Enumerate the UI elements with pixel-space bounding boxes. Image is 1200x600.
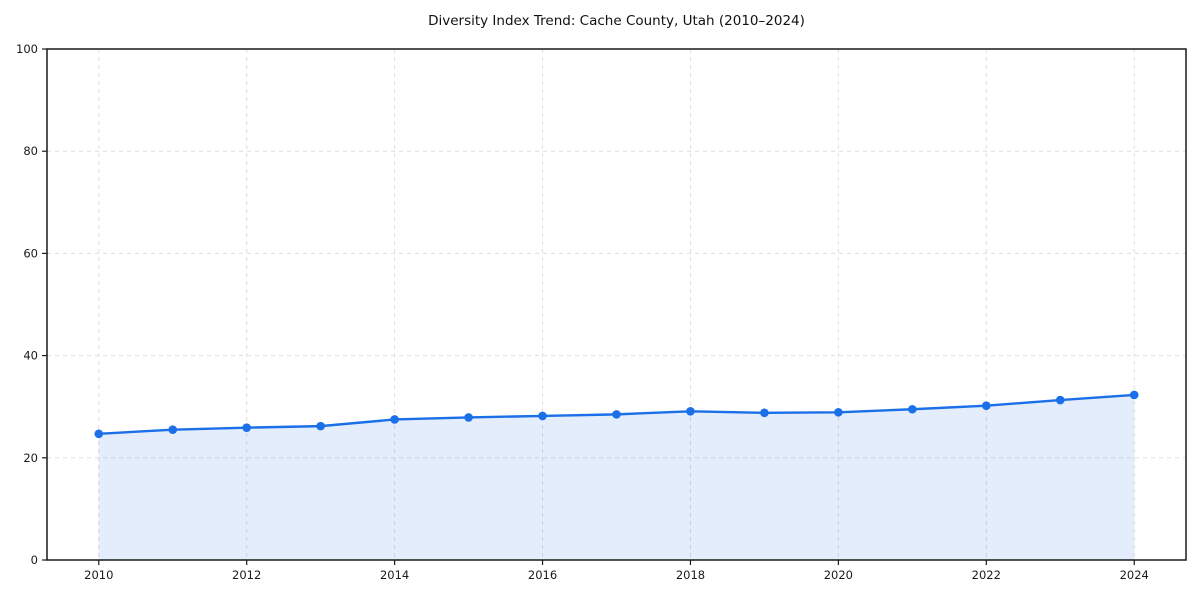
data-point-marker xyxy=(834,408,843,417)
y-tick-label: 40 xyxy=(23,349,38,363)
data-point-marker xyxy=(612,410,621,419)
x-tick-label: 2020 xyxy=(824,568,853,582)
data-point-marker xyxy=(464,413,473,422)
y-tick-label: 80 xyxy=(23,144,38,158)
data-point-marker xyxy=(908,404,917,414)
data-point-marker xyxy=(1055,395,1065,405)
x-tick-label: 2022 xyxy=(972,568,1001,582)
area-fill xyxy=(98,394,1135,560)
data-point-marker xyxy=(316,421,325,431)
data-point-marker xyxy=(390,415,399,424)
x-tick-label: 2012 xyxy=(232,568,261,582)
data-point-marker xyxy=(94,429,104,439)
plot-frame xyxy=(46,48,1187,561)
x-tick-label: 2014 xyxy=(380,568,409,582)
data-point-marker xyxy=(760,408,769,418)
x-tick-label: 2018 xyxy=(676,568,705,582)
data-point-marker xyxy=(982,401,991,410)
y-tick-label: 20 xyxy=(23,451,38,465)
data-point-marker xyxy=(242,423,251,432)
y-tick-label: 100 xyxy=(16,42,38,56)
x-tick-label: 2024 xyxy=(1120,568,1149,582)
x-tick-label: 2010 xyxy=(84,568,113,582)
data-point-marker xyxy=(538,411,547,421)
x-tick-label: 2016 xyxy=(528,568,557,582)
data-point-marker xyxy=(686,406,695,416)
chart-title: Diversity Index Trend: Cache County, Uta… xyxy=(428,13,805,29)
y-tick-label: 60 xyxy=(23,246,38,260)
data-point-marker xyxy=(168,425,178,434)
y-tick-label: 0 xyxy=(31,553,38,567)
data-point-marker xyxy=(1129,390,1139,400)
